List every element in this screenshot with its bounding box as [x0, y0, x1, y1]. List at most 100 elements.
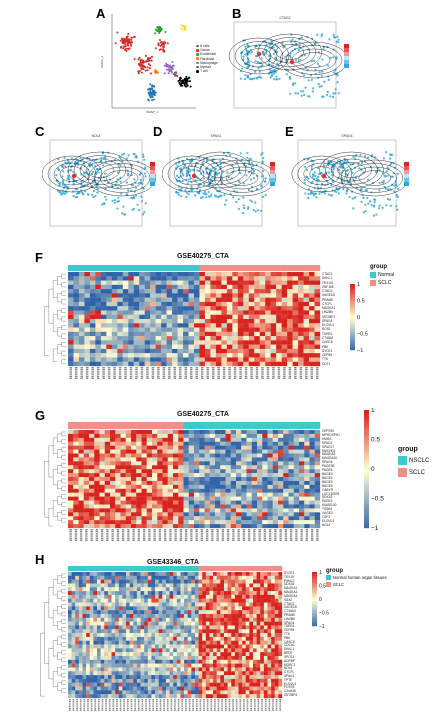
heatmap-cell: [220, 457, 226, 462]
density-point: [254, 201, 257, 204]
color-scale-segment: [364, 522, 369, 526]
heatmap-cell: [162, 477, 168, 482]
heatmap-cell: [155, 591, 159, 596]
heatmap-cell: [158, 610, 163, 615]
heatmap-cell: [209, 430, 216, 435]
heatmap-cell: [223, 579, 228, 584]
heatmap-cell: [133, 606, 138, 611]
heatmap-cell: [106, 353, 112, 358]
heatmap-cell: [162, 488, 168, 493]
density-point: [104, 195, 107, 198]
heatmap-cell: [89, 272, 96, 277]
heatmap-cell: [287, 323, 293, 328]
heatmap-cell: [126, 594, 130, 599]
density-point: [242, 206, 246, 210]
heatmap-cell: [194, 293, 200, 298]
heatmap-cell: [172, 280, 178, 285]
group-annotation-cell: [204, 265, 211, 271]
heatmap-cell: [191, 602, 196, 607]
heatmap-cell: [314, 449, 321, 454]
heatmap-cell: [243, 293, 249, 298]
density-point: [125, 157, 128, 160]
heatmap-cell: [276, 340, 282, 345]
heatmap-cell: [78, 430, 84, 435]
heatmap-cell: [223, 621, 228, 626]
heatmap-cell: [176, 621, 181, 626]
heatmap-cell: [242, 594, 246, 599]
heatmap-cell: [94, 512, 100, 517]
density-point: [64, 165, 67, 168]
heatmap-cell: [209, 496, 216, 501]
heatmap-cell: [226, 310, 233, 315]
heatmap-cell: [146, 465, 153, 470]
heatmap-cell: [292, 314, 299, 320]
heatmap-cell: [188, 516, 195, 521]
heatmap-cell: [110, 477, 116, 482]
heatmap-cell: [199, 348, 206, 354]
heatmap-cell: [188, 512, 195, 517]
heatmap-cell: [272, 430, 279, 435]
heatmap-cell: [236, 477, 242, 482]
color-scale-segment: [350, 302, 355, 304]
density-point: [134, 186, 137, 189]
density-colorbar-segment: [344, 60, 349, 64]
density-point: [316, 62, 319, 65]
heatmap-cell: [232, 272, 238, 277]
heatmap-cell: [150, 340, 156, 345]
heatmap-cell: [309, 314, 315, 320]
heatmap-cell: [183, 289, 189, 294]
heatmap-cell: [260, 579, 265, 584]
group-annotation-cell: [243, 265, 249, 271]
heatmap-cell: [68, 598, 72, 603]
heatmap-cell: [111, 594, 116, 599]
density-contour: [228, 37, 290, 75]
heatmap-cell: [220, 606, 225, 611]
heatmap-cell: [71, 598, 76, 603]
density-point: [249, 78, 252, 81]
heatmap-cell: [100, 353, 107, 358]
heatmap-cell: [234, 614, 239, 618]
group-annotation-cell: [158, 566, 163, 571]
heatmap-cell: [172, 289, 178, 294]
heatmap-cell: [173, 602, 177, 607]
legend-label-sclc-g: SCLC: [409, 469, 426, 476]
heatmap-cell: [204, 433, 210, 438]
heatmap-cell: [73, 280, 80, 285]
heatmap-cell: [83, 473, 90, 478]
heatmap-cell: [144, 575, 148, 580]
density-point: [55, 174, 58, 177]
heatmap-cell: [241, 445, 247, 450]
density-point: [246, 43, 249, 46]
heatmap-cell: [199, 314, 206, 320]
heatmap-cell: [150, 327, 156, 332]
heatmap-cell: [292, 353, 299, 358]
heatmap-cell: [299, 516, 305, 521]
heatmap-cell: [246, 445, 252, 450]
color-scale-segment: [350, 345, 355, 347]
density-point: [211, 184, 214, 187]
umap-point: [183, 25, 186, 28]
group-annotation-cell: [82, 566, 87, 571]
heatmap-cell: [220, 602, 225, 607]
heatmap-cell: [155, 344, 162, 350]
density-point: [292, 83, 295, 87]
heatmap-cell: [78, 508, 84, 513]
heatmap-cell: [173, 579, 177, 584]
heatmap-cell: [257, 465, 263, 470]
heatmap-cell: [204, 512, 210, 517]
heatmap-cell: [254, 344, 260, 350]
heatmap-cell: [172, 272, 178, 277]
heatmap-cell: [267, 614, 272, 618]
heatmap-cell: [86, 614, 90, 618]
density-plot-b: [228, 21, 349, 109]
heatmap-cell: [278, 473, 284, 478]
heatmap-cell: [104, 583, 109, 588]
color-scale-segment: [364, 501, 369, 505]
heatmap-cell: [287, 336, 293, 341]
heatmap-cell: [251, 516, 258, 521]
group-annotation-cell: [68, 566, 72, 571]
heatmap-cell: [194, 583, 199, 588]
density-point: [138, 173, 141, 176]
heatmap-cell: [84, 340, 91, 345]
heatmap-cell: [166, 357, 173, 362]
